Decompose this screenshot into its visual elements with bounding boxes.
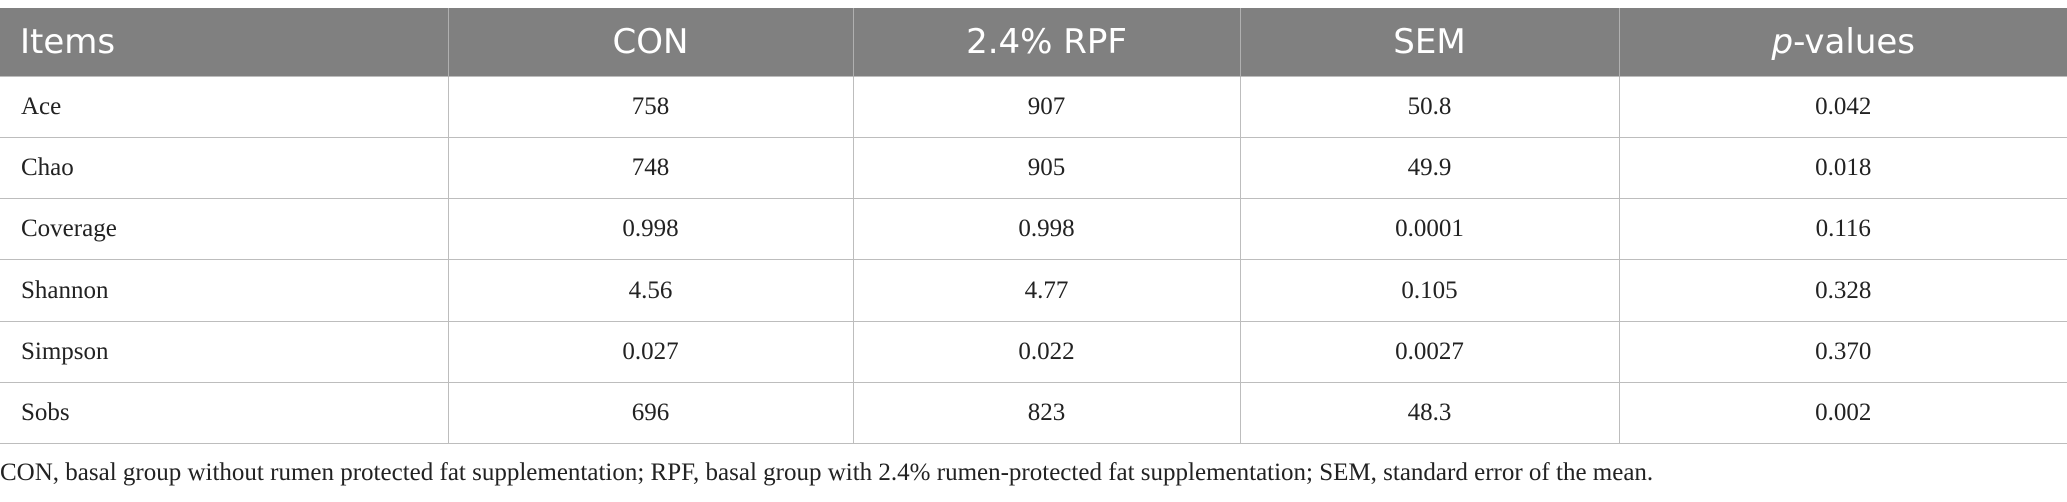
row-label: Chao — [0, 136, 448, 199]
table-row: Chao 748 905 49.9 0.018 — [0, 136, 2067, 199]
results-table: Items CON 2.4% RPF SEM p-values Ace 758 … — [0, 8, 2067, 445]
cell-sem: 50.8 — [1239, 75, 1619, 138]
cell-rpf: 0.022 — [852, 320, 1240, 383]
table-row: Coverage 0.998 0.998 0.0001 0.116 — [0, 198, 2067, 260]
cell-rpf: 907 — [852, 75, 1240, 138]
cell-sem: 0.0001 — [1239, 198, 1619, 260]
row-label: Shannon — [0, 259, 448, 322]
cell-con: 4.56 — [447, 259, 853, 322]
cell-rpf: 823 — [852, 381, 1240, 445]
cell-p-value: 0.370 — [1618, 320, 2067, 383]
cell-rpf: 0.998 — [852, 198, 1240, 260]
header-sem: SEM — [1239, 8, 1619, 76]
table-row: Sobs 696 823 48.3 0.002 — [0, 381, 2067, 445]
row-label: Coverage — [0, 198, 448, 260]
table-footnote: CON, basal group without rumen protected… — [0, 459, 1654, 486]
row-label: Ace — [0, 75, 448, 138]
row-label: Simpson — [0, 320, 448, 383]
header-p-italic: p — [1771, 21, 1794, 62]
table-header-row: Items CON 2.4% RPF SEM p-values — [0, 8, 2067, 76]
cell-sem: 48.3 — [1239, 381, 1619, 445]
cell-p-value: 0.116 — [1618, 198, 2067, 260]
cell-rpf: 905 — [852, 136, 1240, 199]
cell-sem: 0.105 — [1239, 259, 1619, 322]
cell-con: 696 — [447, 381, 853, 445]
row-label: Sobs — [0, 381, 448, 445]
header-p-suffix: -values — [1793, 21, 1916, 62]
cell-p-value: 0.042 — [1618, 75, 2067, 138]
cell-con: 0.998 — [447, 198, 853, 260]
cell-con: 748 — [447, 136, 853, 199]
header-rpf: 2.4% RPF — [852, 8, 1240, 76]
cell-p-value: 0.328 — [1618, 259, 2067, 322]
header-con: CON — [447, 8, 853, 76]
cell-p-value: 0.002 — [1618, 381, 2067, 445]
header-items: Items — [20, 21, 116, 62]
cell-p-value: 0.018 — [1618, 136, 2067, 199]
cell-con: 0.027 — [447, 320, 853, 383]
cell-rpf: 4.77 — [852, 259, 1240, 322]
cell-sem: 49.9 — [1239, 136, 1619, 199]
cell-sem: 0.0027 — [1239, 320, 1619, 383]
table-row: Shannon 4.56 4.77 0.105 0.328 — [0, 259, 2067, 322]
cell-con: 758 — [447, 75, 853, 138]
header-p-values: p-values — [1618, 8, 2067, 76]
results-table-container: Items CON 2.4% RPF SEM p-values Ace 758 … — [0, 8, 2067, 445]
table-row: Simpson 0.027 0.022 0.0027 0.370 — [0, 320, 2067, 383]
table-row: Ace 758 907 50.8 0.042 — [0, 75, 2067, 138]
